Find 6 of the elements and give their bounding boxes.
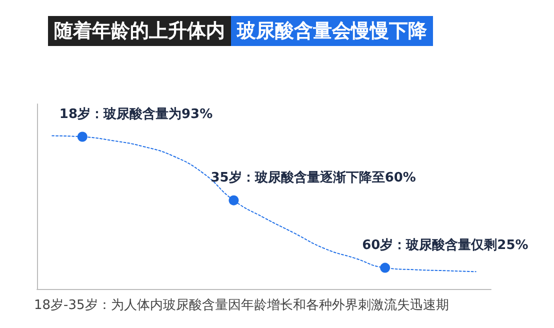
data-label: 35岁：玻尿酸含量逐渐下降至60% [210, 169, 416, 186]
data-label: 18岁：玻尿酸含量为93% [59, 106, 213, 122]
chart-title: 随着年龄的上升体内 [48, 16, 231, 46]
text: 18岁-35岁：为人体内玻尿酸含量因年龄增长和各种外界刺激流失迅速期 [34, 297, 449, 314]
data-label: 60岁：玻尿酸含量仅剩25% [362, 236, 528, 253]
chart-subtitle: 玻尿酸含量会慢慢下降 [231, 16, 433, 46]
